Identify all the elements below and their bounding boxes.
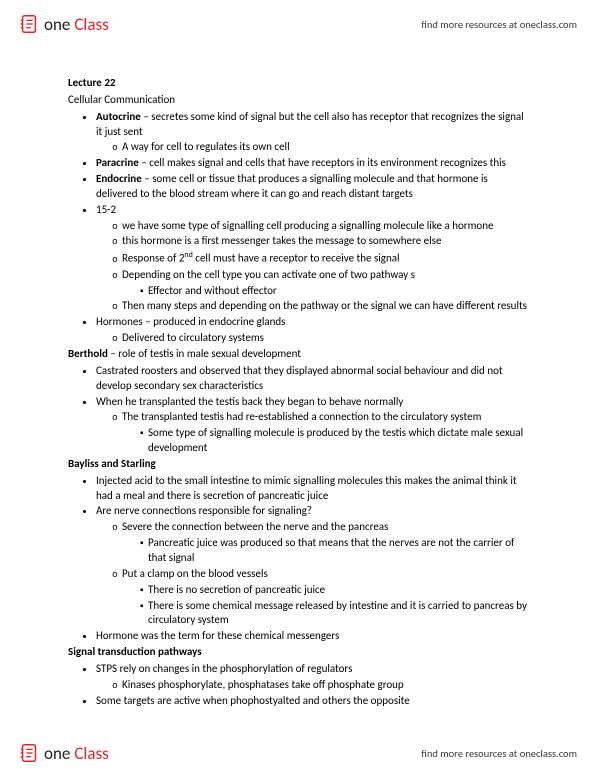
text: Hormones – produced in endocrine glands [96,315,285,328]
text: Depending on the cell type you can activ… [122,268,415,281]
bullet-list-stp: STPS rely on changes in the phosphorylat… [68,662,527,709]
term-autocrine: Autocrine [96,110,141,123]
footer-tagline: find more resources at oneclass.com [421,747,577,760]
notebook-icon [18,742,40,764]
list-item: Hormones – produced in endocrine glands … [96,315,527,346]
list-item: There is some chemical message released … [148,599,527,629]
page-header: oneClass find more resources at oneclass… [0,0,595,48]
brand-logo: oneClass [18,13,109,35]
list-item: When he transplanted the testis back the… [96,395,527,456]
list-item: Are nerve connections responsible for si… [96,504,527,628]
term-paracrine: Paracrine [96,156,139,169]
header-tagline: find more resources at oneclass.com [421,18,577,31]
list-item: Kinases phosphorylate, phosphatases take… [122,678,527,693]
text: Are nerve connections responsible for si… [96,504,312,517]
bullet-list-main: Autocrine – secretes some kind of signal… [68,110,527,346]
text: cell must have a receptor to receive the… [193,252,400,265]
text: Severe the connection between the nerve … [122,520,388,533]
text: – role of testis in male sexual developm… [108,347,301,360]
list-item: Some type of signalling molecule is prod… [148,426,527,456]
list-item: There is no secretion of pancreatic juic… [148,583,527,598]
list-item: Injected acid to the small intestine to … [96,474,527,504]
list-item: Pancreatic juice was produced so that me… [148,536,527,566]
list-item: Autocrine – secretes some kind of signal… [96,110,527,156]
text: STPS rely on changes in the phosphorylat… [96,662,352,675]
text: The transplanted testis had re-establish… [122,410,481,423]
notebook-icon [18,13,40,35]
section-title-cellular: Cellular Communication [68,93,527,108]
list-item: Paracrine – cell makes signal and cells … [96,156,527,171]
list-item: Castrated roosters and observed that the… [96,364,527,394]
list-item: we have some type of signalling cell pro… [122,219,527,234]
term-berthold: Berthold [68,347,108,360]
list-item: Hormone was the term for these chemical … [96,629,527,644]
brand-text-one: one [44,14,70,35]
text: Response of 2 [122,252,184,265]
list-item: Endocrine – some cell or tissue that pro… [96,172,527,202]
list-item: Effector and without effector [148,284,527,299]
brand-text-class: Class [74,743,108,764]
list-item: A way for cell to regulates its own cell [122,140,527,155]
text: Put a clamp on the blood vessels [122,567,268,580]
list-item: Response of 2nd cell must have a recepto… [122,250,527,267]
list-item: Some targets are active when phophostyal… [96,694,527,709]
list-item: Delivered to circulatory systems [122,331,527,346]
list-item: The transplanted testis had re-establish… [122,410,527,456]
list-item: we have some type of signalling cell pro… [96,219,527,315]
section-title-berthold: Berthold – role of testis in male sexual… [68,347,527,362]
text: – some cell or tissue that produces a si… [96,172,488,200]
list-item: this hormone is a first messenger takes … [122,234,527,249]
text: – cell makes signal and cells that have … [139,156,506,169]
list-item: Depending on the cell type you can activ… [122,268,527,299]
section-title-bayliss: Bayliss and Starling [68,457,527,472]
text: – secretes some kind of signal but the c… [96,110,524,138]
list-item: 15-2 [96,203,527,218]
superscript: nd [184,250,192,260]
term-endocrine: Endocrine [96,172,142,185]
text: When he transplanted the testis back the… [96,395,403,408]
list-item: Then many steps and depending on the pat… [122,299,527,314]
list-item: Put a clamp on the blood vessels There i… [122,567,527,628]
document-body: Lecture 22 Cellular Communication Autocr… [0,48,595,729]
brand-text-class: Class [74,14,108,35]
list-item: Severe the connection between the nerve … [122,520,527,566]
brand-logo-footer: oneClass [18,742,109,764]
brand-text-one: one [44,743,70,764]
list-item: STPS rely on changes in the phosphorylat… [96,662,527,693]
bullet-list-bayliss: Injected acid to the small intestine to … [68,474,527,644]
lecture-title: Lecture 22 [68,76,527,91]
bullet-list-berthold: Castrated roosters and observed that the… [68,364,527,456]
section-title-stp: Signal transduction pathways [68,645,527,660]
